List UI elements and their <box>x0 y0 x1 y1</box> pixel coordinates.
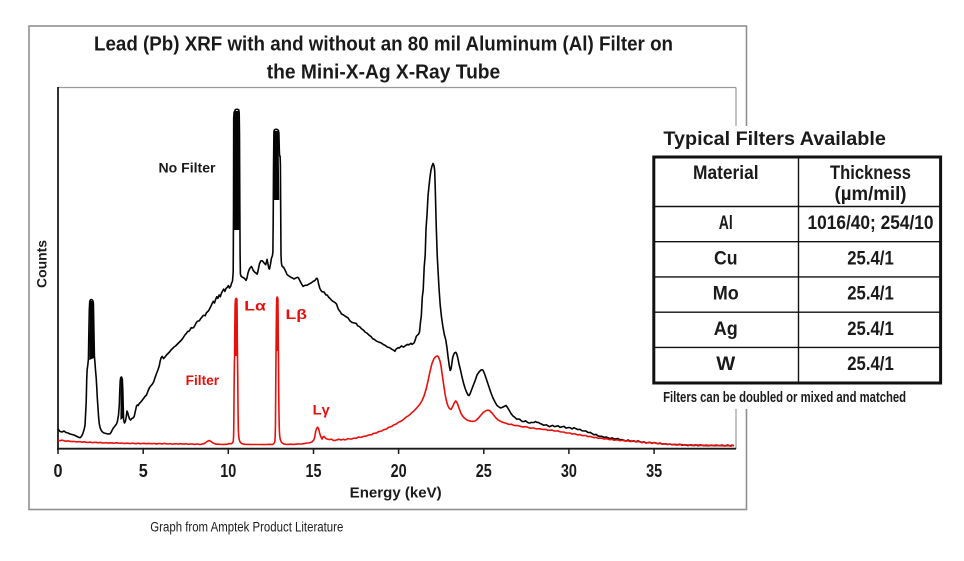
svg-text:25.4/1: 25.4/1 <box>847 248 894 269</box>
svg-text:Al: Al <box>719 213 733 234</box>
svg-text:20: 20 <box>391 460 407 481</box>
svg-text:Thickness: Thickness <box>830 163 911 184</box>
svg-text:Lγ: Lγ <box>313 401 330 417</box>
svg-text:30: 30 <box>561 460 577 481</box>
svg-text:25.4/1: 25.4/1 <box>847 284 894 305</box>
svg-text:(µm/mil): (µm/mil) <box>835 184 907 205</box>
svg-text:25: 25 <box>476 460 492 481</box>
svg-text:25.4/1: 25.4/1 <box>847 354 894 375</box>
svg-text:Lα: Lα <box>244 298 266 314</box>
svg-text:Mo: Mo <box>713 284 739 305</box>
svg-text:Filter: Filter <box>186 372 220 388</box>
svg-text:Graph from Amptek Product Lite: Graph from Amptek Product Literature <box>150 519 343 534</box>
svg-text:Filters can be doubled or mixe: Filters can be doubled or mixed and matc… <box>663 390 906 406</box>
svg-text:25.4/1: 25.4/1 <box>847 319 894 340</box>
svg-text:1016/40; 254/10: 1016/40; 254/10 <box>808 213 934 234</box>
svg-text:Typical Filters Available: Typical Filters Available <box>663 128 886 150</box>
svg-text:Lβ: Lβ <box>286 306 308 322</box>
svg-text:0: 0 <box>54 460 63 481</box>
svg-text:the Mini-X-Ag X-Ray Tube: the Mini-X-Ag X-Ray Tube <box>267 62 501 84</box>
svg-text:5: 5 <box>139 460 148 481</box>
svg-text:Lead (Pb) XRF with and without: Lead (Pb) XRF with and without an 80 mil… <box>94 34 673 56</box>
svg-text:15: 15 <box>306 460 322 481</box>
svg-text:W: W <box>716 354 735 375</box>
svg-text:Ag: Ag <box>714 319 738 340</box>
svg-text:35: 35 <box>646 460 662 481</box>
svg-text:Material: Material <box>693 163 759 184</box>
svg-text:No Filter: No Filter <box>159 160 217 176</box>
svg-text:Cu: Cu <box>714 248 738 269</box>
svg-text:10: 10 <box>220 460 236 481</box>
svg-text:Counts: Counts <box>34 240 50 288</box>
svg-text:Energy (keV): Energy (keV) <box>350 486 442 502</box>
